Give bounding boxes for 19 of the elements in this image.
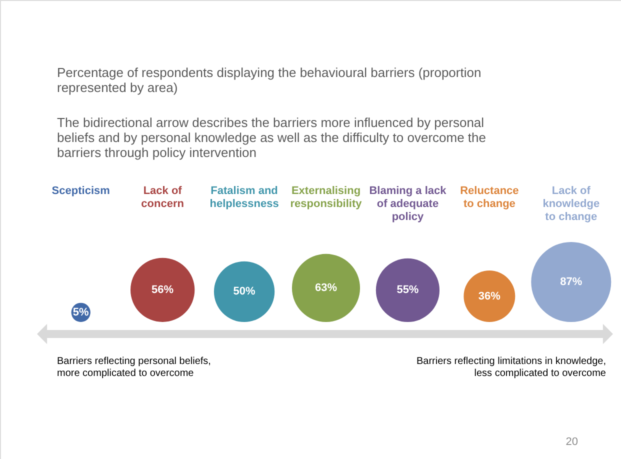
- text: Percentage of respondents displaying the behavioural barriers (proportion represented by area): [57, 65, 482, 95]
- category-label: Lack of concern: [141, 185, 184, 210]
- text: Barriers reflecting personal beliefs, more complicated to overcome: [57, 356, 211, 379]
- category-label: Externalising responsibility: [290, 185, 363, 210]
- category-label: Reluctance to change: [460, 185, 519, 210]
- category-label: Blaming a lack of adequate policy: [369, 185, 448, 223]
- data-label: 5%: [72, 306, 90, 318]
- data-label: 56%: [152, 284, 174, 296]
- category-label: Fatalism and helplessness: [210, 185, 279, 210]
- text: 20: [566, 436, 578, 448]
- data-label: 55%: [396, 284, 419, 296]
- text: Barriers reflecting limitations in knowledge, less complicated to overcome: [416, 356, 606, 379]
- data-label: 36%: [478, 290, 501, 302]
- text: The bidirectional arrow describes the barriers more influenced by personal beliefs and by personal knowledge as well as the difficulty to overcome the barriers through policy intervention: [57, 115, 486, 160]
- data-label: 87%: [560, 276, 582, 288]
- data-label: 50%: [233, 286, 256, 298]
- data-label: 63%: [314, 282, 338, 294]
- category-label: Scepticism: [52, 185, 110, 197]
- category-label: Lack of knowledge to change: [542, 185, 600, 223]
